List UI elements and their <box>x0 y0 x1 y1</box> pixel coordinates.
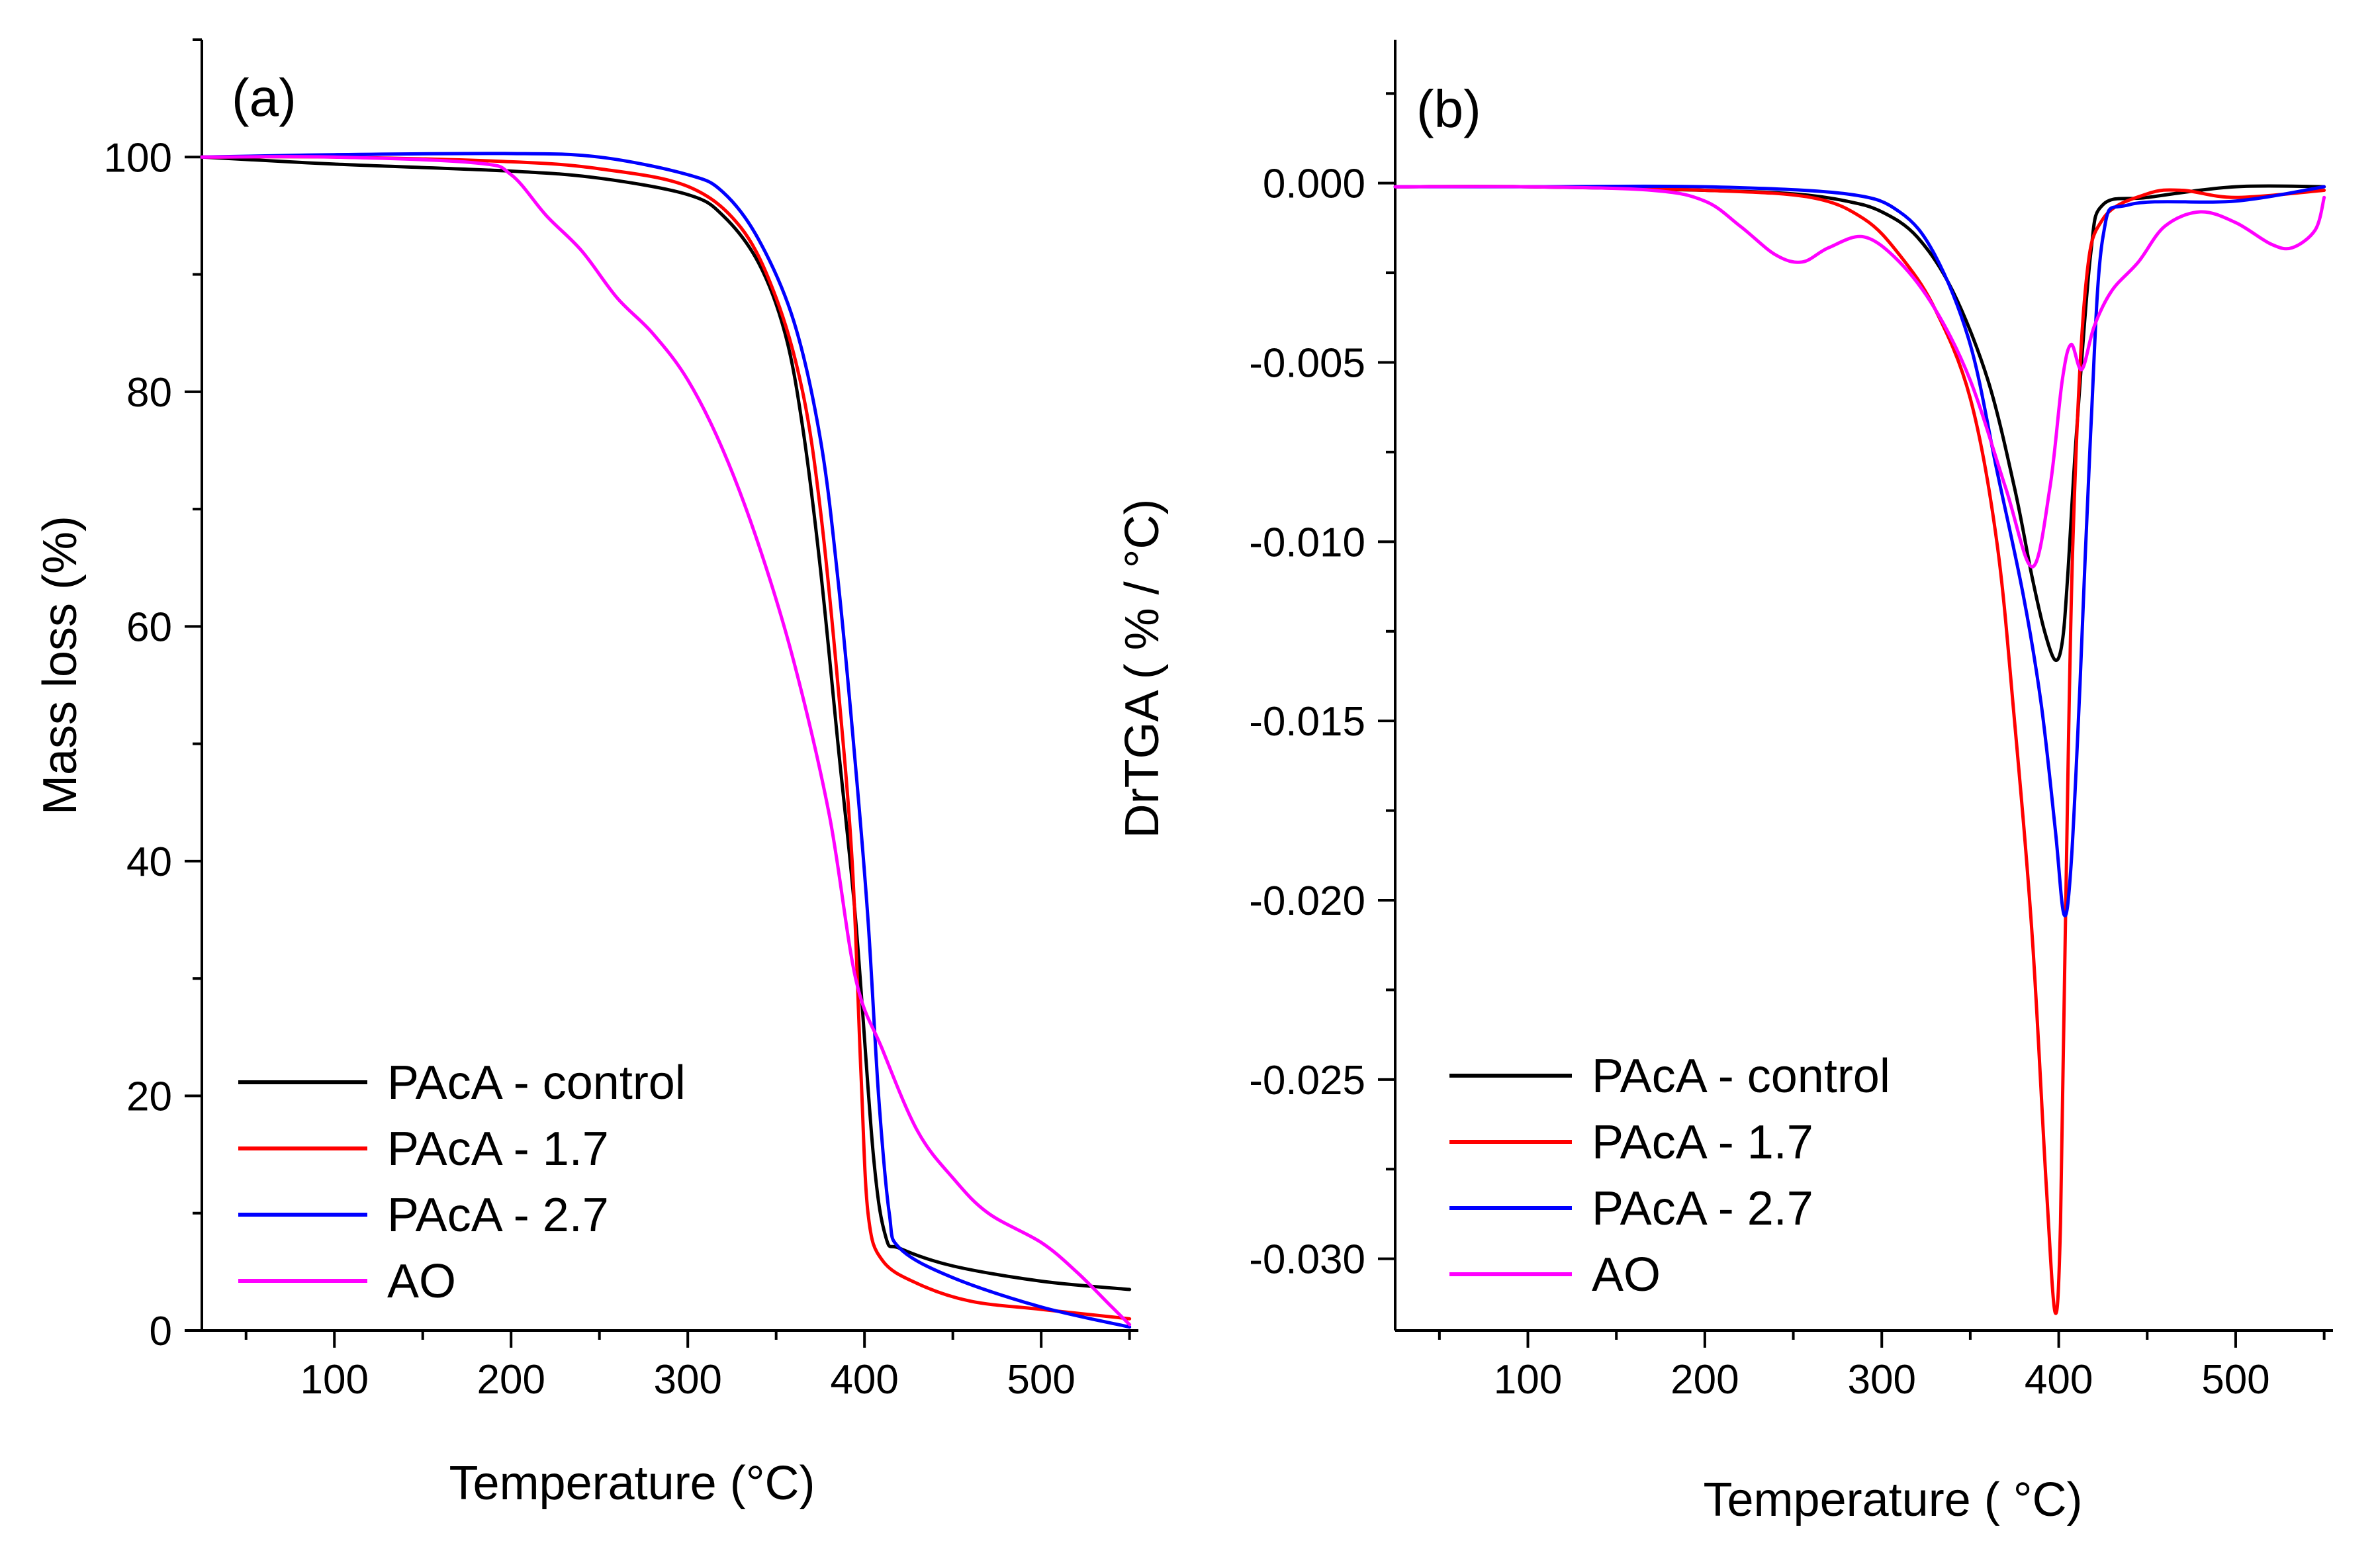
panel-a-y-tick-label: 20 <box>126 1074 172 1119</box>
panel-a-x-tick-label: 400 <box>830 1357 898 1403</box>
panel-b-y-tick-label: 0.000 <box>1263 162 1365 207</box>
panel-a-series-line-ao <box>200 155 1132 1327</box>
panel-b-y-tick-label: -0.025 <box>1249 1058 1365 1103</box>
panel-a-series-line-paca-control <box>200 155 1132 1291</box>
panel-b-legend-label-paca-2-7: PAcA - 2.7 <box>1592 1182 1813 1235</box>
panel-a-legend: PAcA - control PAcA - 1.7 PAcA - 2.7 AO <box>238 1056 686 1308</box>
panel-a-x-tick-label: 200 <box>477 1357 545 1403</box>
panel-b-series <box>1393 184 2326 1315</box>
panel-a-x-tick-label: 500 <box>1007 1357 1075 1403</box>
panel-a-legend-label-paca-1-7: PAcA - 1.7 <box>387 1123 609 1176</box>
panel-b-y-tick-label: -0.030 <box>1249 1237 1365 1283</box>
panel-a-legend-label-paca-control: PAcA - control <box>387 1056 686 1109</box>
panel-a-series-line-paca-1-7 <box>200 155 1132 1321</box>
panel-b-y-tick-label: -0.020 <box>1249 878 1365 924</box>
panel-b-x-tick-label: 100 <box>1494 1357 1562 1403</box>
panel-a-series <box>200 152 1132 1329</box>
panel-a-x-tick-label: 100 <box>300 1357 369 1403</box>
panel-a-legend-label-ao: AO <box>387 1255 456 1308</box>
panel-a-x-axis-title: Temperature (°C) <box>449 1457 815 1510</box>
panel-b-y-axis-title: DrTGA ( % / °C) <box>1116 499 1169 839</box>
panel-b-label: (b) <box>1416 79 1481 138</box>
panel-a-y-tick-label: 40 <box>126 839 172 885</box>
panel-b-x-tick-label: 200 <box>1671 1357 1739 1403</box>
panel-a-series-line-paca-2-7 <box>200 152 1132 1329</box>
panel-b-legend: PAcA - control PAcA - 1.7 PAcA - 2.7 AO <box>1449 1050 1890 1301</box>
panel-a-y-tick-label: 100 <box>104 135 172 181</box>
panel-a-label: (a) <box>232 68 297 127</box>
panel-a-y-axis-title: Mass loss (%) <box>34 516 87 815</box>
panel-b-x-tick-label: 400 <box>2025 1357 2093 1403</box>
panel-b-legend-label-ao: AO <box>1592 1248 1661 1301</box>
panel-b-series-line-ao <box>1393 185 2326 569</box>
panel-b-axes: 100 200 300 400 500 0.000 -0.005 -0.010 -0.015 -0… <box>1249 40 2333 1403</box>
panel-a-axes: 100 200 300 400 500 0 20 40 60 80 100 <box>104 38 1138 1403</box>
panel-b-x-tick-label: 500 <box>2201 1357 2269 1403</box>
panel-b-legend-label-paca-1-7: PAcA - 1.7 <box>1592 1116 1813 1169</box>
panel-b-legend-label-paca-control: PAcA - control <box>1592 1050 1890 1103</box>
panel-b-y-tick-label: -0.005 <box>1249 341 1365 387</box>
panel-a-legend-label-paca-2-7: PAcA - 2.7 <box>387 1189 609 1242</box>
panel-a-y-tick-label: 0 <box>150 1309 172 1354</box>
panel-b-series-line-paca-control <box>1393 184 2326 663</box>
panel-a-y-tick-label: 60 <box>126 604 172 650</box>
panel-b-drtga-chart: (b) Temperature ( °C) DrTGA ( % / °C) 10… <box>1116 40 2333 1526</box>
panel-b-x-tick-label: 300 <box>1848 1357 1916 1403</box>
panel-a-x-tick-label: 300 <box>653 1357 721 1403</box>
panel-b-y-tick-label: -0.015 <box>1249 699 1365 745</box>
panel-b-series-line-paca-1-7 <box>1393 185 2326 1315</box>
panel-a-y-tick-label: 80 <box>126 370 172 416</box>
panel-b-y-tick-label: -0.010 <box>1249 520 1365 565</box>
panel-a-mass-loss-chart: (a) Temperature (°C) Mass loss (%) 100 20… <box>34 38 1138 1510</box>
panel-b-series-line-paca-2-7 <box>1393 184 2326 917</box>
panel-b-x-axis-title: Temperature ( °C) <box>1704 1473 2083 1526</box>
